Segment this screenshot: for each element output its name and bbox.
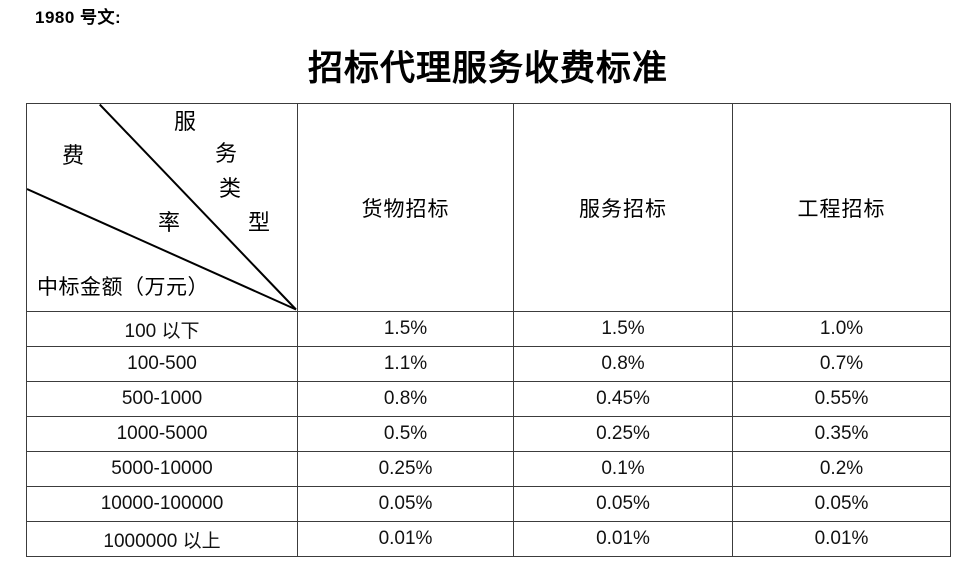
corner-label-service-type-char: 型: [248, 210, 271, 235]
corner-label-fee-char: 费: [62, 143, 85, 168]
amount-range-cell: 1000000 以上: [26, 521, 298, 557]
table-row: 500-1000 0.8% 0.45% 0.55%: [26, 381, 951, 417]
corner-label-service-type-char: 服: [174, 109, 197, 134]
column-header-works-bidding: 工程招标: [732, 103, 951, 312]
column-header-services-bidding: 服务招标: [513, 103, 733, 312]
rate-cell: 0.01%: [297, 521, 514, 557]
rate-cell: 0.45%: [513, 381, 733, 417]
rate-cell: 0.25%: [513, 416, 733, 452]
table-corner-cell: 服 务 类 型 费 率 中标金额（万元）: [26, 103, 298, 312]
corner-label-bid-amount: 中标金额（万元）: [37, 275, 209, 299]
rate-cell: 0.8%: [513, 346, 733, 382]
rate-cell: 1.1%: [297, 346, 514, 382]
rate-cell: 0.05%: [297, 486, 514, 522]
rate-cell: 1.5%: [513, 311, 733, 347]
rate-cell: 0.35%: [732, 416, 951, 452]
table-row: 1000-5000 0.5% 0.25% 0.35%: [26, 416, 951, 452]
rate-cell: 1.5%: [297, 311, 514, 347]
diagonal-divider-lines-icon: [27, 104, 297, 311]
corner-label-service-type-char: 类: [219, 176, 242, 201]
rate-cell: 0.8%: [297, 381, 514, 417]
table-header-row: 服 务 类 型 费 率 中标金额（万元） 货物招标 服务招标 工程招标: [26, 103, 951, 312]
rate-cell: 0.55%: [732, 381, 951, 417]
rate-cell: 0.01%: [513, 521, 733, 557]
doc-number: 1980 号文:: [35, 8, 122, 27]
amount-range-cell: 100-500: [26, 346, 298, 382]
rate-cell: 0.05%: [732, 486, 951, 522]
table-row: 100 以下 1.5% 1.5% 1.0%: [26, 311, 951, 347]
rate-cell: 0.1%: [513, 451, 733, 487]
table-row: 10000-100000 0.05% 0.05% 0.05%: [26, 486, 951, 522]
table-row: 1000000 以上 0.01% 0.01% 0.01%: [26, 521, 951, 557]
amount-range-cell: 100 以下: [26, 311, 298, 347]
amount-range-cell: 1000-5000: [26, 416, 298, 452]
amount-range-cell: 10000-100000: [26, 486, 298, 522]
rate-cell: 0.2%: [732, 451, 951, 487]
page-title: 招标代理服务收费标准: [307, 49, 668, 88]
rate-cell: 0.5%: [297, 416, 514, 452]
fee-standard-table: 服 务 类 型 费 率 中标金额（万元） 货物招标 服务招标 工程招标 100 …: [26, 103, 951, 557]
corner-label-service-type-char: 务: [215, 141, 238, 166]
table-row: 5000-10000 0.25% 0.1% 0.2%: [26, 451, 951, 487]
rate-cell: 0.01%: [732, 521, 951, 557]
column-header-goods-bidding: 货物招标: [297, 103, 514, 312]
amount-range-cell: 500-1000: [26, 381, 298, 417]
rate-cell: 1.0%: [732, 311, 951, 347]
rate-cell: 0.25%: [297, 451, 514, 487]
amount-range-cell: 5000-10000: [26, 451, 298, 487]
corner-label-rate-char: 率: [158, 210, 181, 235]
rate-cell: 0.7%: [732, 346, 951, 382]
table-row: 100-500 1.1% 0.8% 0.7%: [26, 346, 951, 382]
rate-cell: 0.05%: [513, 486, 733, 522]
